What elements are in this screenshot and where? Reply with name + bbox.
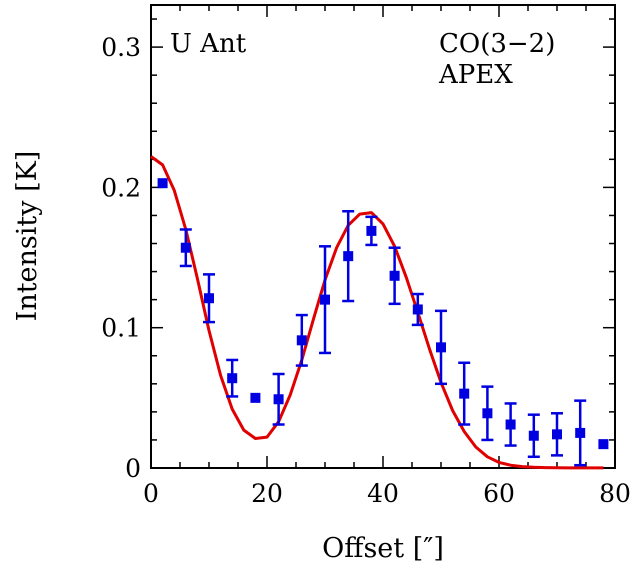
x-tick-label: 60 — [483, 479, 515, 508]
x-tick-label: 40 — [367, 479, 399, 508]
data-point — [505, 419, 516, 430]
data-point — [366, 225, 377, 236]
telescope-annotation: APEX — [438, 60, 513, 90]
model-curve — [150, 155, 604, 470]
line-annotation: CO(3−2) — [439, 29, 555, 59]
x-axis-title: Offset [″] — [322, 533, 444, 564]
x-tick-label: 20 — [251, 479, 283, 508]
data-point — [598, 439, 609, 450]
data-point — [482, 408, 493, 419]
data-point — [552, 429, 562, 440]
data-point — [227, 373, 238, 384]
data-points — [157, 178, 609, 467]
y-tick-label: 0.2 — [101, 173, 141, 202]
data-point — [575, 427, 586, 438]
data-point — [320, 294, 330, 305]
data-point — [157, 178, 168, 189]
y-tick-label: 0.1 — [101, 314, 141, 343]
model-line — [150, 155, 604, 470]
data-point — [273, 394, 284, 405]
data-point — [204, 293, 214, 304]
source-annotation: U Ant — [170, 29, 247, 59]
data-point — [343, 251, 354, 262]
y-tick-label: 0.3 — [101, 33, 141, 62]
y-axis-title: Intensity [K] — [12, 151, 43, 322]
tick-labels: 0 20 40 60 80 0 0.1 0.2 0.3 — [101, 33, 631, 508]
data-point — [250, 392, 261, 403]
data-point — [459, 388, 470, 399]
data-point — [528, 430, 539, 441]
data-point — [412, 304, 423, 315]
plot-frame — [150, 4, 616, 469]
data-point — [296, 335, 307, 346]
data-point — [180, 242, 191, 253]
data-point — [389, 270, 400, 281]
data-point — [436, 342, 446, 353]
y-tick-label: 0 — [125, 454, 141, 483]
x-tick-label: 80 — [599, 479, 631, 508]
axis-ticks — [150, 5, 616, 469]
x-tick-label: 0 — [143, 479, 159, 508]
